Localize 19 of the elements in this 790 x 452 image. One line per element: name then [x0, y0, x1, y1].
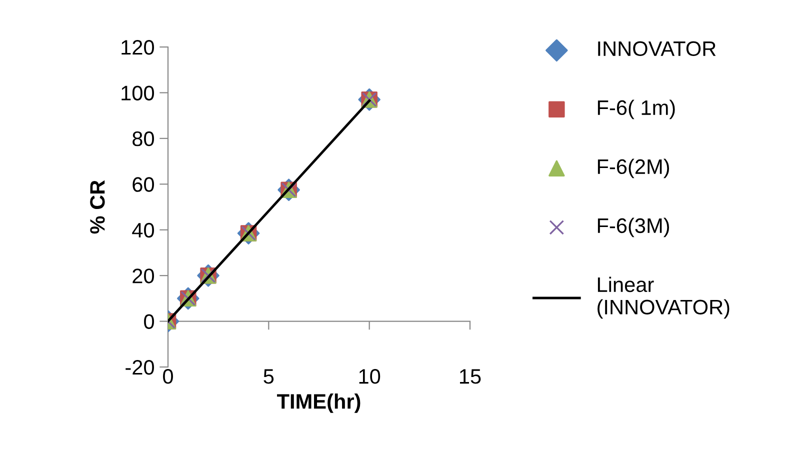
x-tick-label: 0	[163, 369, 173, 384]
legend-label: F-6(3M)	[598, 218, 670, 238]
y-tick-label: 120	[122, 40, 154, 55]
x-tick-label: 5	[264, 369, 274, 384]
legend-label: Linear (INNOVATOR)	[598, 276, 730, 319]
y-tick-label: 0	[144, 314, 154, 330]
legend-label: F-6( 1m)	[598, 100, 675, 120]
x-tick-label: 10	[359, 369, 380, 384]
y-tick-label: 60	[132, 177, 154, 192]
y-tick-label: -20	[126, 360, 154, 375]
legend-label: INNOVATOR	[598, 41, 716, 56]
y-tick-label: 40	[132, 222, 154, 238]
y-axis-title: % CR	[90, 180, 105, 234]
y-tick-label: 80	[132, 131, 154, 146]
x-tick-label: 15	[460, 369, 481, 384]
y-tick-label: 100	[122, 86, 154, 100]
legend-label: F-6(2M)	[598, 158, 670, 178]
y-tick-label: 20	[132, 268, 154, 284]
x-axis-title: TIME(hr)	[277, 393, 360, 413]
